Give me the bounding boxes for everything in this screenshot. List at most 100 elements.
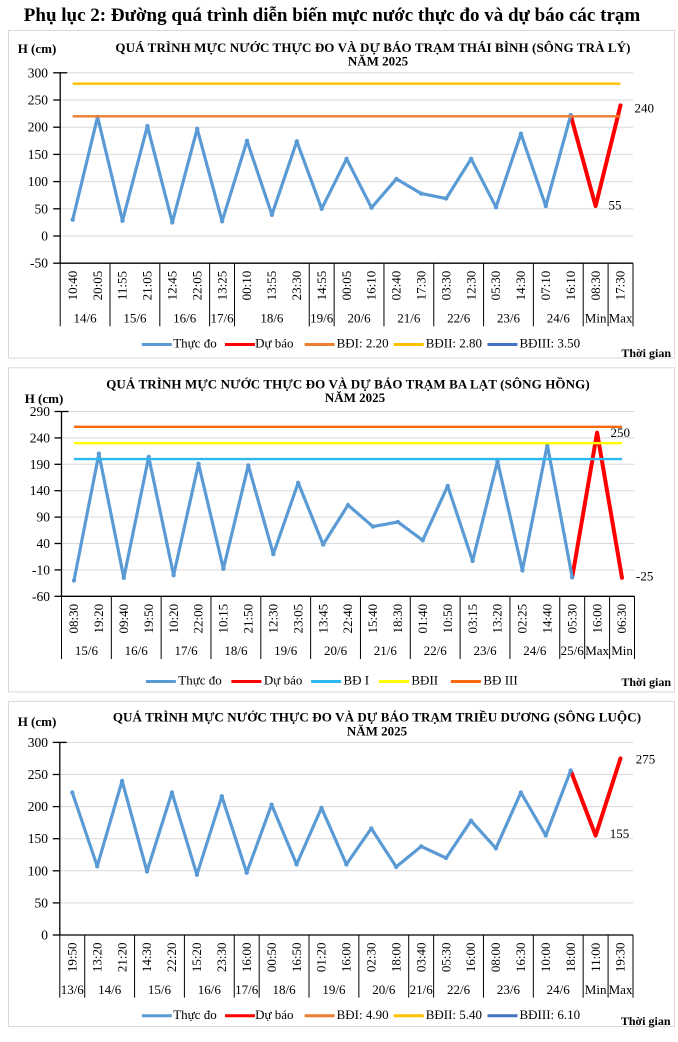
svg-text:Thời gian: Thời gian bbox=[621, 1014, 671, 1028]
svg-text:06:30: 06:30 bbox=[614, 604, 629, 634]
svg-text:Min: Min bbox=[585, 982, 607, 997]
svg-text:Dự báo: Dự báo bbox=[264, 673, 302, 688]
svg-text:90: 90 bbox=[37, 510, 51, 525]
svg-text:240: 240 bbox=[30, 430, 51, 445]
svg-text:00:05: 00:05 bbox=[339, 271, 354, 301]
svg-text:16:00: 16:00 bbox=[339, 942, 354, 972]
svg-text:03:15: 03:15 bbox=[465, 604, 480, 634]
svg-text:300: 300 bbox=[28, 735, 49, 750]
svg-text:22/6: 22/6 bbox=[447, 310, 471, 325]
svg-text:300: 300 bbox=[28, 65, 49, 80]
svg-text:140: 140 bbox=[30, 483, 51, 498]
svg-text:21/6: 21/6 bbox=[397, 310, 421, 325]
svg-text:0: 0 bbox=[41, 928, 48, 943]
svg-text:15/6: 15/6 bbox=[75, 643, 99, 658]
svg-text:13:20: 13:20 bbox=[89, 942, 104, 972]
svg-text:02:40: 02:40 bbox=[389, 271, 404, 301]
svg-text:200: 200 bbox=[28, 799, 49, 814]
svg-text:11:00: 11:00 bbox=[588, 943, 603, 972]
svg-text:08:00: 08:00 bbox=[488, 942, 503, 972]
svg-text:16/6: 16/6 bbox=[198, 982, 222, 997]
svg-text:23/6: 23/6 bbox=[497, 310, 521, 325]
svg-text:16:50: 16:50 bbox=[289, 942, 304, 972]
svg-text:10:40: 10:40 bbox=[65, 271, 80, 301]
svg-text:16:00: 16:00 bbox=[239, 942, 254, 972]
svg-text:22:00: 22:00 bbox=[191, 604, 206, 634]
svg-text:250: 250 bbox=[611, 425, 631, 440]
svg-text:-50: -50 bbox=[30, 256, 48, 271]
svg-text:BĐI: 4.90: BĐI: 4.90 bbox=[337, 1007, 389, 1022]
svg-text:24/6: 24/6 bbox=[547, 310, 571, 325]
svg-text:21:20: 21:20 bbox=[114, 942, 129, 972]
svg-text:16/6: 16/6 bbox=[125, 643, 149, 658]
svg-text:16:10: 16:10 bbox=[364, 271, 379, 301]
svg-text:00:10: 00:10 bbox=[239, 271, 254, 301]
svg-text:18/6: 18/6 bbox=[224, 643, 248, 658]
svg-text:08:30: 08:30 bbox=[66, 604, 81, 634]
svg-text:10:50: 10:50 bbox=[440, 604, 455, 634]
svg-text:14/6: 14/6 bbox=[74, 310, 98, 325]
svg-text:14:55: 14:55 bbox=[314, 271, 329, 301]
svg-text:250: 250 bbox=[28, 93, 49, 108]
svg-text:17/6: 17/6 bbox=[211, 310, 235, 325]
svg-text:23:30: 23:30 bbox=[289, 271, 304, 301]
svg-text:BĐII: 2.80: BĐII: 2.80 bbox=[426, 336, 482, 351]
svg-text:13:25: 13:25 bbox=[214, 271, 229, 301]
svg-text:17/6: 17/6 bbox=[175, 643, 199, 658]
svg-text:21/6: 21/6 bbox=[410, 982, 434, 997]
svg-text:50: 50 bbox=[35, 895, 49, 910]
svg-text:15:20: 15:20 bbox=[189, 942, 204, 972]
svg-text:24/6: 24/6 bbox=[547, 982, 571, 997]
svg-text:23/6: 23/6 bbox=[473, 643, 497, 658]
svg-text:10:15: 10:15 bbox=[216, 604, 231, 634]
svg-text:23/6: 23/6 bbox=[497, 982, 521, 997]
svg-text:19:50: 19:50 bbox=[141, 604, 156, 634]
svg-text:-25: -25 bbox=[636, 569, 653, 584]
svg-text:19/6: 19/6 bbox=[274, 643, 298, 658]
svg-text:21:50: 21:50 bbox=[241, 604, 256, 634]
svg-text:275: 275 bbox=[636, 752, 656, 767]
svg-text:05:30: 05:30 bbox=[564, 604, 579, 634]
svg-text:21/6: 21/6 bbox=[374, 643, 398, 658]
svg-text:08:30: 08:30 bbox=[588, 271, 603, 301]
svg-text:Dự báo: Dự báo bbox=[255, 336, 293, 351]
svg-text:02:30: 02:30 bbox=[364, 942, 379, 972]
svg-text:00:50: 00:50 bbox=[264, 942, 279, 972]
svg-text:H (cm): H (cm) bbox=[18, 714, 57, 729]
svg-text:10:20: 10:20 bbox=[166, 604, 181, 634]
svg-text:19:50: 19:50 bbox=[64, 942, 79, 972]
svg-text:13:20: 13:20 bbox=[490, 604, 505, 634]
svg-text:BĐ III: BĐ III bbox=[483, 673, 517, 688]
svg-text:22/6: 22/6 bbox=[447, 982, 471, 997]
svg-text:03:40: 03:40 bbox=[413, 942, 428, 972]
svg-text:22/6: 22/6 bbox=[424, 643, 448, 658]
svg-text:20/6: 20/6 bbox=[347, 310, 371, 325]
svg-text:23:05: 23:05 bbox=[290, 604, 305, 634]
svg-text:16/6: 16/6 bbox=[173, 310, 197, 325]
svg-text:-10: -10 bbox=[32, 562, 50, 577]
svg-text:Phụ lục 2: Đường quá trình diễ: Phụ lục 2: Đường quá trình diễn biến mực… bbox=[24, 5, 641, 26]
svg-text:Thời gian: Thời gian bbox=[621, 346, 671, 360]
svg-text:BĐ I: BĐ I bbox=[344, 673, 370, 688]
svg-text:25/6: 25/6 bbox=[561, 643, 585, 658]
svg-text:Thời gian: Thời gian bbox=[621, 675, 671, 689]
svg-text:Max: Max bbox=[609, 982, 633, 997]
svg-text:21:05: 21:05 bbox=[140, 271, 155, 301]
svg-text:Min: Min bbox=[611, 643, 633, 658]
svg-text:12:45: 12:45 bbox=[164, 271, 179, 301]
svg-text:55: 55 bbox=[609, 198, 622, 213]
svg-text:BĐIII: 3.50: BĐIII: 3.50 bbox=[520, 336, 581, 351]
svg-text:150: 150 bbox=[28, 147, 49, 162]
svg-text:19/6: 19/6 bbox=[310, 310, 334, 325]
svg-text:18:00: 18:00 bbox=[388, 942, 403, 972]
svg-text:17:30: 17:30 bbox=[613, 271, 628, 301]
svg-text:BĐII: 5.40: BĐII: 5.40 bbox=[426, 1007, 482, 1022]
svg-text:13:55: 13:55 bbox=[264, 271, 279, 301]
svg-text:150: 150 bbox=[28, 831, 49, 846]
svg-text:17:30: 17:30 bbox=[414, 271, 429, 301]
svg-text:05:30: 05:30 bbox=[488, 271, 503, 301]
svg-text:155: 155 bbox=[610, 826, 630, 841]
svg-text:20/6: 20/6 bbox=[324, 643, 348, 658]
svg-text:Thực đo: Thực đo bbox=[173, 1007, 217, 1022]
svg-text:NĂM 2025: NĂM 2025 bbox=[347, 724, 408, 739]
